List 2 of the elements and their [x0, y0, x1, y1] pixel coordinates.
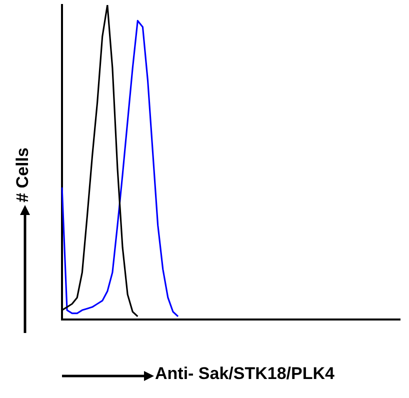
x-axis-title: Anti- Sak/STK18/PLK4: [155, 364, 334, 384]
y-axis-title: # Cells: [13, 146, 33, 204]
